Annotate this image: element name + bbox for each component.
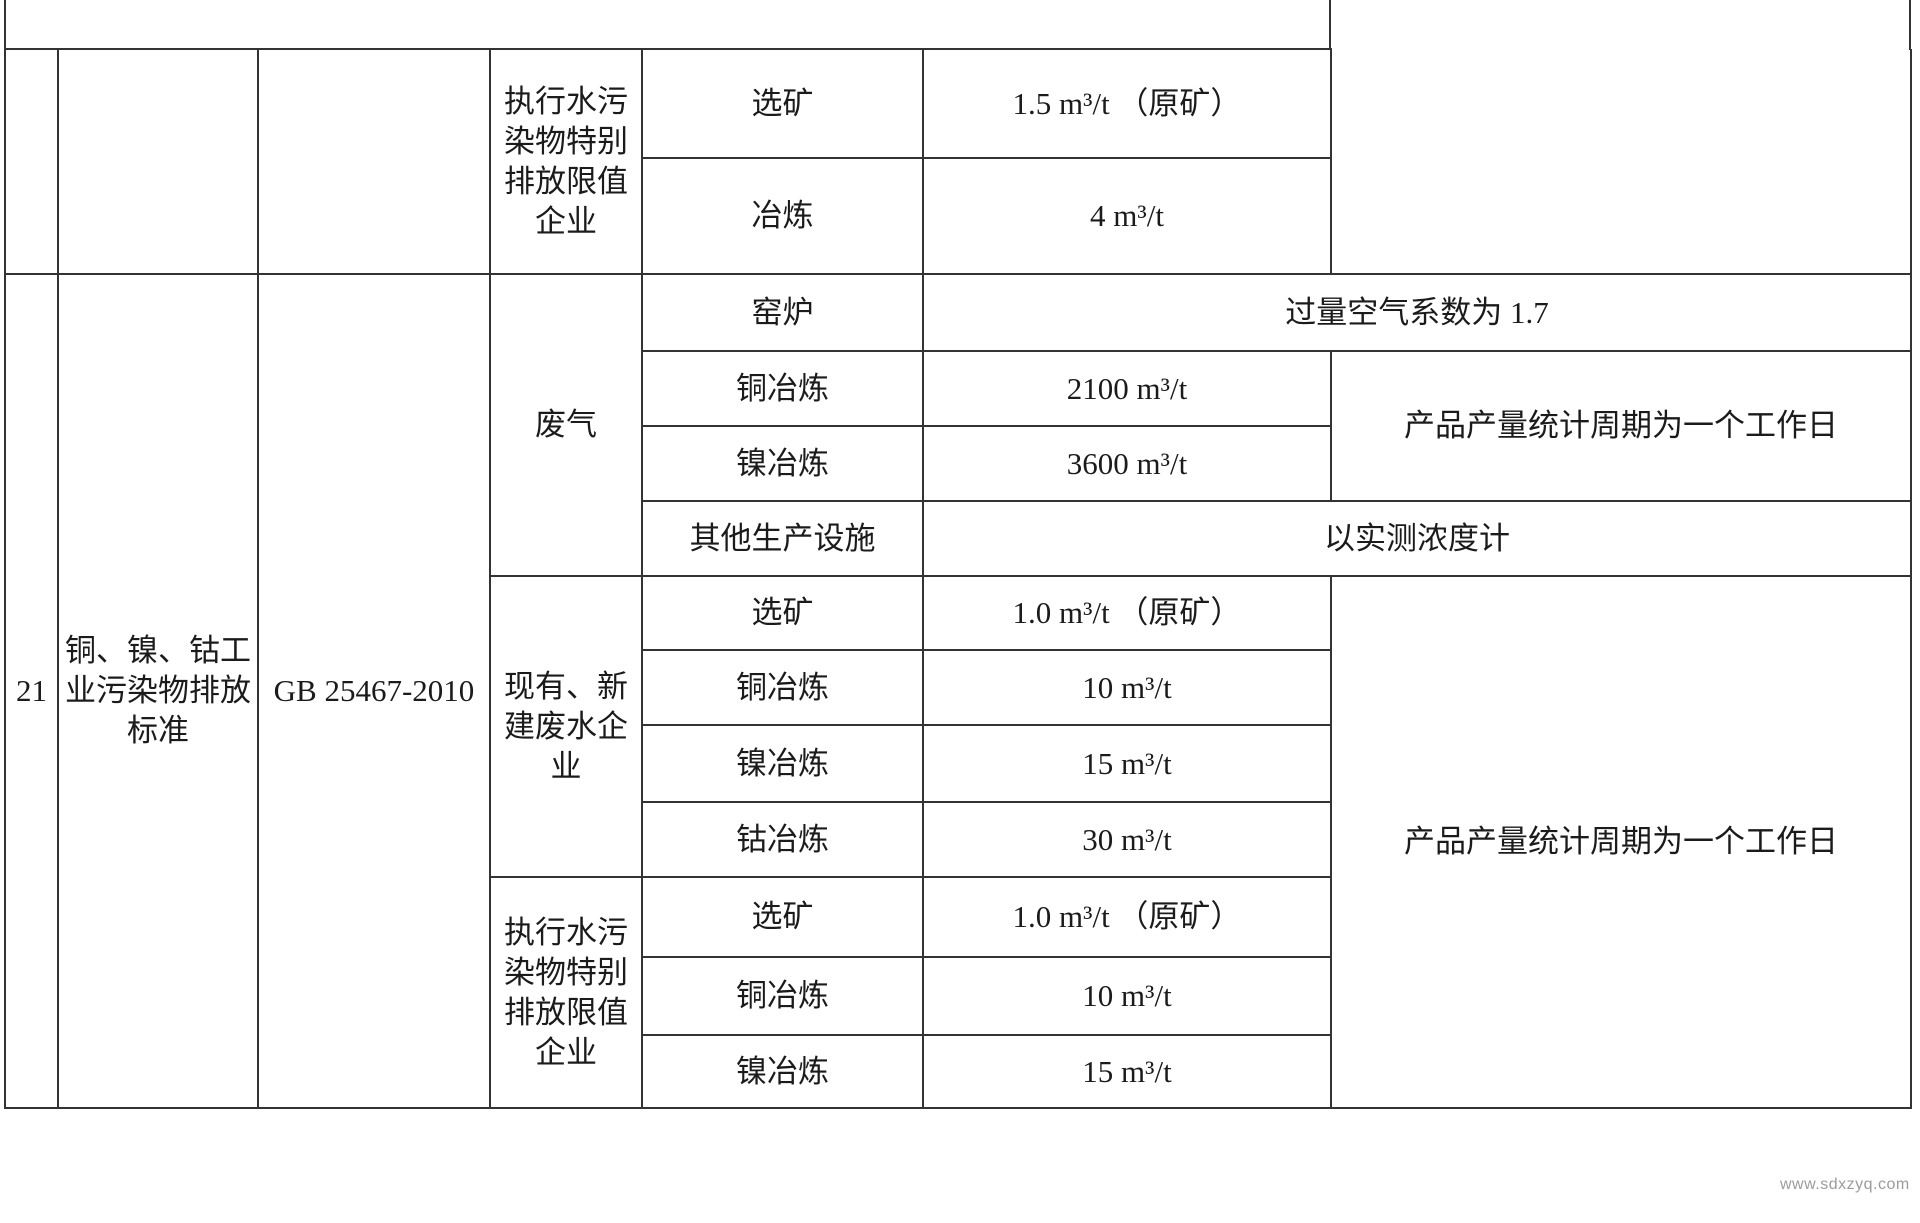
- value-cell: 15 m³/t: [922, 1034, 1332, 1109]
- value-cell: 4 m³/t: [922, 157, 1332, 275]
- category-line: 排放限值: [504, 163, 628, 199]
- value-cell: 2100 m³/t: [922, 350, 1332, 427]
- table-row: 21 铜、镍、钴工 业污染物排放 标准 GB 25467-2010 废气 窑炉 …: [4, 273, 1912, 1109]
- table-row: 执行水污 染物特别 排放限值 企业 选矿 1.0 m³/t （原矿）: [5, 876, 1911, 1109]
- value-cell: 3600 m³/t: [922, 425, 1332, 502]
- table-row: 铜冶炼 10 m³/t: [5, 649, 1911, 726]
- category-line: 排放限值: [504, 994, 628, 1030]
- category-line: 业: [550, 748, 582, 784]
- value-cell: 1.0 m³/t （原矿）: [922, 876, 1332, 958]
- category-cell-special-prev: 执行水污 染物特别 排放限值 企业: [489, 48, 643, 275]
- category-line: 现有、新: [504, 668, 628, 704]
- table-row: 其他生产设施 以实测浓度计: [5, 500, 1912, 577]
- facility-cell: 铜冶炼: [641, 956, 924, 1036]
- facility-cell: 钴冶炼: [641, 801, 924, 878]
- standard-name-cell: 铜、镍、钴工 业污染物排放 标准: [57, 273, 259, 1109]
- watermark: www.sdxzyq.com: [1780, 1176, 1910, 1193]
- table-left-border-stub: [4, 0, 6, 50]
- facility-cell: 选矿: [641, 575, 924, 651]
- value-cell-merged: 过量空气系数为 1.7: [922, 273, 1912, 352]
- facility-cell: 铜冶炼: [641, 649, 924, 726]
- table-row: 铜冶炼 10 m³/t: [5, 956, 1911, 1036]
- note-column-border-stub: [1329, 0, 1331, 50]
- value-cell: 10 m³/t: [922, 956, 1332, 1036]
- facility-cell: 其他生产设施: [641, 500, 924, 577]
- facility-cell: 选矿: [641, 48, 924, 159]
- table-row: 钴冶炼 30 m³/t: [5, 801, 1911, 878]
- category-line: 企业: [535, 203, 597, 239]
- empty-seq-cell: [4, 48, 59, 275]
- category-cell-gas: 废气: [489, 273, 643, 577]
- value-cell: 1.0 m³/t （原矿）: [922, 575, 1332, 651]
- table-right-border-stub: [1909, 0, 1911, 50]
- row-number-cell: 21: [4, 273, 59, 1109]
- facility-cell: 窑炉: [641, 273, 924, 352]
- category-line: 企业: [535, 1034, 597, 1070]
- empty-note-cell: [1330, 49, 1912, 275]
- table-row: 镍冶炼 3600 m³/t: [5, 425, 1911, 502]
- category-line: 建废水企: [504, 708, 628, 744]
- table-row: 现有、新 建废水企 业 选矿 1.0 m³/t （原矿） 产品产量统计周期为一个…: [5, 575, 1912, 1109]
- table-row: 执行水污 染物特别 排放限值 企业 选矿 1.5 m³/t （原矿）: [4, 48, 1912, 275]
- facility-cell: 镍冶炼: [641, 724, 924, 803]
- table-row: 镍冶炼 15 m³/t: [5, 1034, 1911, 1109]
- category-line: 执行水污: [504, 914, 628, 950]
- standard-name-line: 业污染物排放: [65, 673, 251, 708]
- empty-standard-code-cell: [257, 48, 491, 275]
- empty-standard-name-cell: [57, 48, 259, 275]
- category-line: 执行水污: [504, 83, 628, 119]
- table-row: 铜冶炼 2100 m³/t 产品产量统计周期为一个工作日: [5, 350, 1912, 502]
- table-row: 镍冶炼 15 m³/t: [5, 724, 1911, 803]
- category-line: 染物特别: [504, 954, 628, 990]
- facility-cell: 铜冶炼: [641, 350, 924, 427]
- value-cell: 15 m³/t: [922, 724, 1332, 803]
- facility-cell: 选矿: [641, 876, 924, 958]
- category-cell-water: 现有、新 建废水企 业: [489, 575, 643, 878]
- value-cell: 30 m³/t: [922, 801, 1332, 878]
- emission-standards-table: 执行水污 染物特别 排放限值 企业 选矿 1.5 m³/t （原矿） 冶炼 4 …: [4, 48, 1912, 1109]
- table-row: 冶炼 4 m³/t: [5, 157, 1911, 275]
- value-cell-merged: 以实测浓度计: [922, 500, 1912, 577]
- facility-cell: 冶炼: [641, 157, 924, 275]
- standard-name-line: 铜、镍、钴工: [65, 633, 251, 668]
- category-cell-special: 执行水污 染物特别 排放限值 企业: [489, 876, 643, 1109]
- standard-name-line: 标准: [127, 713, 189, 748]
- note-cell-gas: 产品产量统计周期为一个工作日: [1330, 350, 1912, 502]
- category-line: 染物特别: [504, 123, 628, 159]
- facility-cell: 镍冶炼: [641, 1034, 924, 1109]
- value-cell: 1.5 m³/t （原矿）: [922, 48, 1332, 159]
- standard-code-cell: GB 25467-2010: [257, 273, 491, 1109]
- facility-cell: 镍冶炼: [641, 425, 924, 502]
- value-cell: 10 m³/t: [922, 649, 1332, 726]
- note-cell-water: 产品产量统计周期为一个工作日: [1330, 575, 1912, 1109]
